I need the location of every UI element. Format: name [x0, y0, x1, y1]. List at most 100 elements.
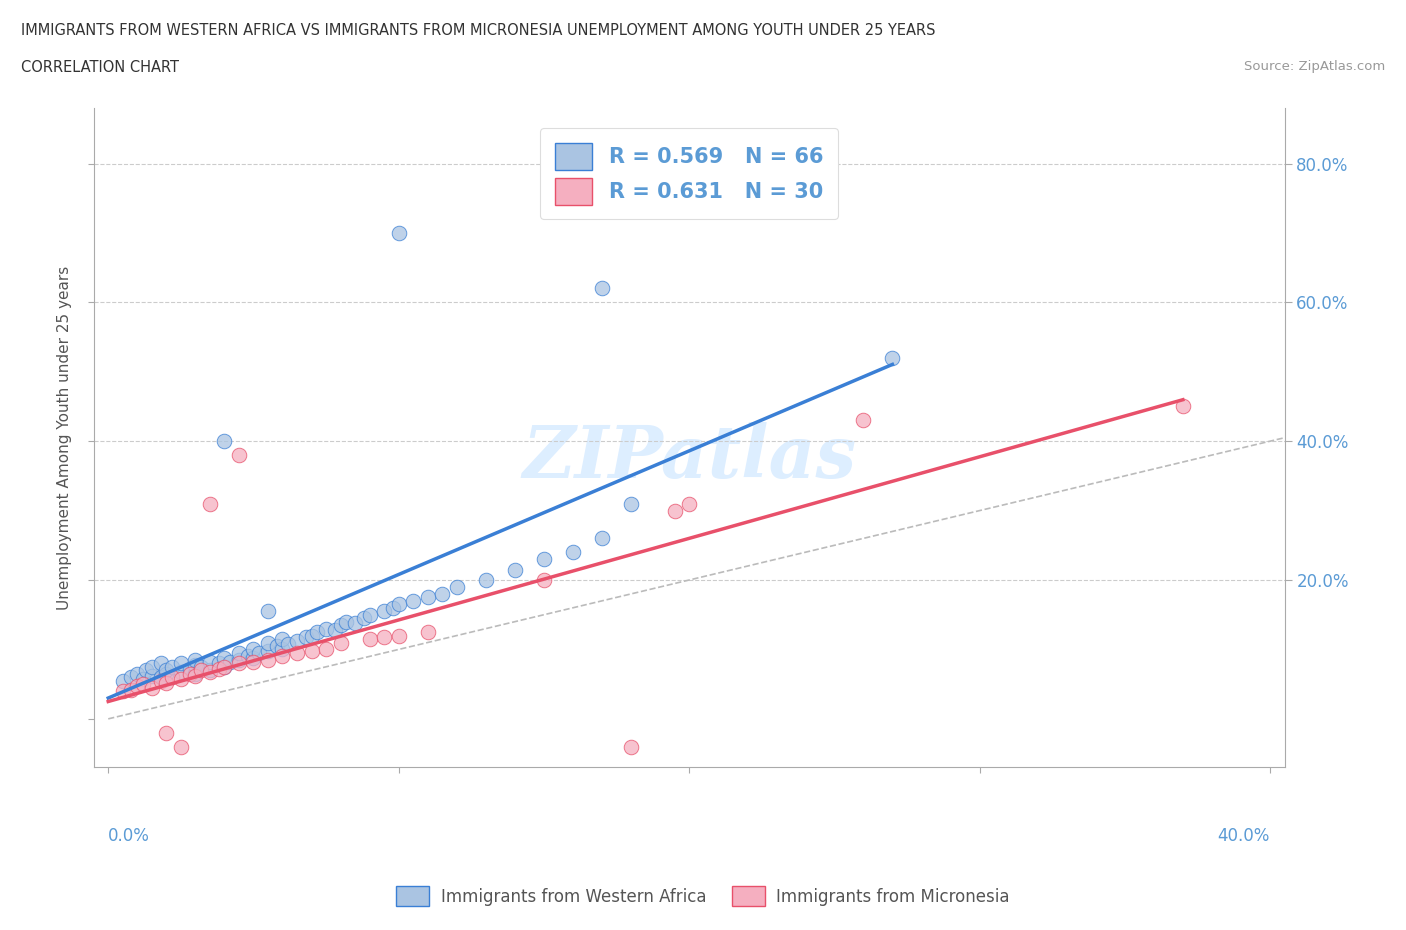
Point	[170, 739, 193, 754]
Point	[388, 597, 411, 612]
Point	[207, 656, 229, 671]
Point	[359, 631, 381, 646]
Point	[373, 604, 395, 618]
Point	[214, 659, 236, 674]
Point	[170, 656, 193, 671]
Point	[271, 631, 294, 646]
Point	[388, 225, 411, 240]
Point	[214, 433, 236, 448]
Point	[149, 670, 172, 684]
Point	[184, 666, 207, 681]
Point	[149, 673, 172, 688]
Legend: Immigrants from Western Africa, Immigrants from Micronesia: Immigrants from Western Africa, Immigran…	[389, 880, 1017, 912]
Point	[190, 663, 212, 678]
Point	[503, 562, 526, 577]
Point	[882, 351, 904, 365]
Point	[184, 653, 207, 668]
Point	[416, 625, 439, 640]
Point	[271, 642, 294, 657]
Point	[236, 649, 259, 664]
Point	[135, 663, 157, 678]
Point	[359, 607, 381, 622]
Point	[160, 659, 183, 674]
Text: CORRELATION CHART: CORRELATION CHART	[21, 60, 179, 75]
Point	[373, 630, 395, 644]
Point	[160, 670, 183, 684]
Point	[294, 630, 316, 644]
Text: ZIPatlas: ZIPatlas	[522, 422, 856, 493]
Point	[533, 573, 555, 588]
Point	[214, 659, 236, 674]
Point	[198, 664, 221, 679]
Point	[141, 669, 163, 684]
Point	[198, 497, 221, 512]
Point	[228, 653, 250, 668]
Point	[155, 725, 177, 740]
Point	[198, 663, 221, 678]
Point	[247, 645, 270, 660]
Text: IMMIGRANTS FROM WESTERN AFRICA VS IMMIGRANTS FROM MICRONESIA UNEMPLOYMENT AMONG : IMMIGRANTS FROM WESTERN AFRICA VS IMMIGR…	[21, 23, 935, 38]
Point	[353, 611, 375, 626]
Point	[591, 281, 613, 296]
Point	[127, 666, 149, 681]
Point	[388, 628, 411, 643]
Point	[533, 551, 555, 566]
Point	[335, 614, 357, 629]
Point	[121, 683, 143, 698]
Point	[155, 663, 177, 678]
Point	[416, 590, 439, 604]
Point	[266, 639, 288, 654]
Point	[228, 656, 250, 671]
Point	[315, 642, 337, 657]
Point	[179, 666, 201, 681]
Point	[329, 635, 352, 650]
Point	[242, 650, 264, 665]
Point	[155, 675, 177, 690]
Point	[190, 659, 212, 674]
Point	[242, 655, 264, 670]
Point	[344, 616, 367, 631]
Point	[329, 618, 352, 632]
Point	[285, 645, 308, 660]
Point	[149, 656, 172, 671]
Point	[257, 644, 280, 658]
Point	[301, 644, 323, 658]
Point	[475, 573, 498, 588]
Point	[219, 655, 242, 670]
Point	[170, 664, 193, 679]
Point	[257, 604, 280, 618]
Point	[207, 661, 229, 676]
Point	[271, 649, 294, 664]
Point	[111, 673, 134, 688]
Point	[323, 622, 346, 637]
Point	[127, 678, 149, 693]
Text: Source: ZipAtlas.com: Source: ZipAtlas.com	[1244, 60, 1385, 73]
Point	[307, 625, 329, 640]
Legend: R = 0.569   N = 66, R = 0.631   N = 30: R = 0.569 N = 66, R = 0.631 N = 30	[540, 128, 838, 219]
Point	[620, 739, 643, 754]
Point	[561, 545, 583, 560]
Point	[257, 635, 280, 650]
Point	[184, 669, 207, 684]
Point	[591, 531, 613, 546]
Point	[381, 601, 404, 616]
Point	[1171, 399, 1194, 414]
Point	[198, 655, 221, 670]
Point	[132, 677, 155, 692]
Point	[620, 497, 643, 512]
Point	[402, 593, 425, 608]
Point	[155, 666, 177, 681]
Point	[214, 650, 236, 665]
Point	[228, 447, 250, 462]
Point	[852, 413, 875, 428]
Text: 0.0%: 0.0%	[108, 827, 150, 844]
Point	[170, 671, 193, 686]
Point	[277, 636, 299, 651]
Point	[141, 680, 163, 695]
Point	[184, 658, 207, 672]
Point	[678, 497, 700, 512]
Point	[121, 670, 143, 684]
Point	[111, 684, 134, 698]
Y-axis label: Unemployment Among Youth under 25 years: Unemployment Among Youth under 25 years	[58, 266, 72, 610]
Point	[285, 633, 308, 648]
